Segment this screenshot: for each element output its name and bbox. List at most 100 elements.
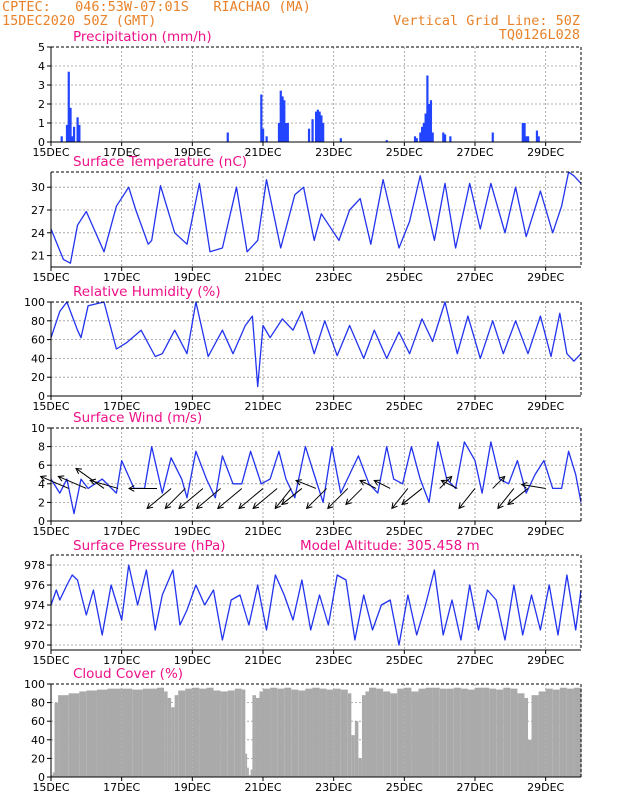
cloud-bar	[167, 697, 172, 777]
cloud-bar	[467, 689, 475, 777]
wind-arrowhead	[146, 502, 154, 510]
precip-bar	[283, 100, 286, 142]
x-tick-label: 21DEC	[244, 781, 281, 794]
cloud-bar	[351, 735, 355, 777]
cloud-bar	[552, 689, 560, 777]
precip-bar	[413, 136, 417, 142]
cloud-bar	[241, 689, 246, 777]
cloud-bar	[79, 691, 87, 777]
cloud-bar	[157, 687, 165, 777]
cloud-bar	[213, 690, 221, 777]
wind-arrow	[146, 488, 172, 509]
precip-bar	[316, 109, 319, 142]
cloud-bar	[503, 687, 511, 777]
x-tick-label: 19DEC	[174, 400, 211, 413]
wind-arrowhead	[327, 502, 334, 510]
wind-arrow	[306, 488, 327, 509]
y-tick-label: 5	[38, 41, 45, 54]
wind-arrow	[58, 475, 87, 489]
cloud-bar	[354, 721, 359, 777]
cloud-bar	[358, 758, 362, 777]
precip-bar	[431, 132, 434, 142]
cloud-bar	[545, 688, 553, 777]
cloud-bar	[192, 687, 200, 777]
cloud-bar	[255, 697, 260, 777]
y-tick-label: 27	[31, 204, 45, 217]
precip-bar	[76, 117, 79, 142]
wind-arrow	[345, 488, 363, 505]
precip-bar	[67, 71, 70, 142]
y-tick-label: 970	[24, 639, 45, 652]
y-tick-label: 0	[38, 515, 45, 528]
x-tick-label: 19DEC	[174, 271, 211, 284]
wind-arrow	[507, 488, 529, 505]
precip-bar	[311, 119, 314, 142]
wind-arrow	[391, 488, 409, 509]
header-grid-info: Vertical Grid Line: 50Z	[393, 13, 580, 29]
cloud-bar	[206, 687, 214, 777]
y-tick-label: 10	[31, 422, 45, 435]
x-tick-label: 23DEC	[315, 271, 352, 284]
cloud-bar	[361, 695, 366, 777]
cloud-bar	[245, 753, 248, 777]
wind-arrow	[441, 480, 458, 489]
cloud-bar	[142, 688, 157, 777]
cloud-bar	[132, 689, 143, 777]
cloud-bar	[496, 689, 504, 777]
x-tick-label: 17DEC	[103, 525, 140, 538]
wind-arrow	[238, 488, 264, 509]
precip-bar	[443, 134, 447, 142]
cloud-bar	[227, 690, 235, 777]
cloud-bar	[376, 688, 384, 777]
panel-5: 970 972 974 976 978 15DEC 17DEC 19DEC 21DEC 23DEC…	[24, 538, 582, 667]
cloud-bar	[199, 688, 207, 777]
cloud-bar	[185, 688, 193, 777]
wind-arrow	[281, 488, 303, 505]
cloud-bar	[559, 687, 567, 777]
panel-title: Surface Pressure (hPa)	[73, 538, 226, 554]
cloud-bar	[475, 687, 483, 777]
precip-bar	[527, 136, 530, 142]
wind-arrowhead	[391, 502, 398, 510]
cloud-bar	[263, 688, 271, 777]
wind-arrowhead	[252, 502, 260, 510]
panel-subtitle: Model Altitude: 305.458 m	[300, 538, 480, 554]
wind-arrowhead	[497, 502, 504, 510]
wind-arrowhead	[238, 502, 245, 510]
series-line	[50, 301, 582, 388]
precip-bar	[429, 100, 433, 142]
precip-bar	[449, 136, 452, 142]
cloud-bar	[107, 688, 122, 777]
x-tick-label: 19DEC	[174, 654, 211, 667]
cloud-bar	[369, 687, 377, 777]
wind-arrowhead	[507, 498, 514, 506]
panel-2: 21 24 27 30 15DEC 17DEC 19DEC 21DEC 23DEC 25DEC 27…	[31, 154, 582, 284]
y-tick-label: 978	[24, 559, 45, 572]
x-tick-label: 25DEC	[386, 781, 423, 794]
wind-arrow	[521, 483, 546, 489]
precip-bar	[315, 111, 318, 142]
x-tick-label: 17DEC	[103, 146, 140, 159]
y-tick-label: 100	[24, 678, 45, 691]
panel-title: Cloud Cover (%)	[73, 666, 183, 682]
wind-arrowhead	[401, 498, 408, 506]
header-model-id: TQ0126L028	[498, 27, 580, 43]
cloud-bar	[52, 772, 55, 777]
cloud-bar	[390, 693, 398, 777]
cloud-bar	[174, 695, 179, 777]
precip-bar	[226, 132, 229, 142]
y-tick-label: 0	[38, 136, 45, 149]
wind-arrow	[492, 476, 506, 489]
wind-arrow	[458, 488, 476, 509]
precip-bar	[318, 111, 321, 142]
precip-bar	[320, 115, 323, 142]
cloud-bar	[270, 687, 278, 777]
x-tick-label: 23DEC	[315, 781, 352, 794]
cloud-bar	[234, 688, 242, 777]
x-tick-label: 27DEC	[456, 781, 493, 794]
cloud-bar	[411, 691, 419, 777]
precip-bar	[428, 104, 431, 142]
precip-bar	[442, 132, 445, 142]
precip-bar	[72, 126, 76, 142]
cloud-bar	[54, 702, 59, 777]
